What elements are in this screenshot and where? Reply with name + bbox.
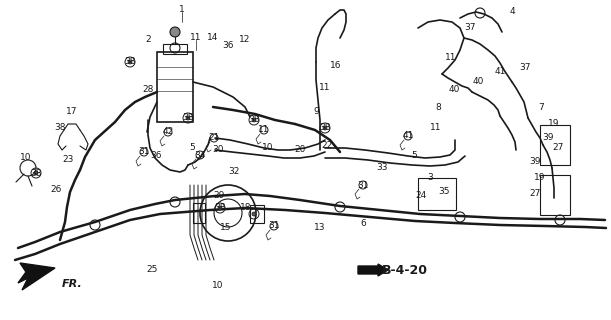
Bar (250, 205, 264, 223)
Text: 2: 2 (145, 36, 151, 44)
Text: 26: 26 (50, 186, 62, 195)
Text: 19: 19 (548, 119, 560, 129)
Circle shape (252, 212, 256, 216)
Text: 11: 11 (258, 125, 269, 134)
Text: 11: 11 (430, 124, 442, 132)
Text: 31: 31 (138, 148, 150, 156)
Text: 36: 36 (222, 42, 234, 51)
Circle shape (252, 118, 256, 122)
Text: 13: 13 (314, 222, 326, 231)
Circle shape (186, 116, 190, 120)
Circle shape (323, 126, 327, 130)
Text: 41: 41 (494, 68, 506, 76)
Text: 35: 35 (438, 188, 450, 196)
Text: 40: 40 (472, 77, 484, 86)
Circle shape (34, 171, 38, 175)
Text: 16: 16 (331, 60, 342, 69)
Text: 20: 20 (295, 146, 306, 155)
Text: 18: 18 (240, 204, 252, 212)
Polygon shape (18, 263, 55, 290)
Text: 30: 30 (212, 146, 224, 155)
Text: 38: 38 (248, 116, 260, 124)
Text: B-4-20: B-4-20 (382, 263, 428, 276)
Text: 29: 29 (213, 191, 225, 201)
Text: 25: 25 (146, 266, 158, 275)
Text: 39: 39 (542, 133, 554, 142)
Text: 38: 38 (124, 58, 136, 67)
Text: 10: 10 (20, 154, 32, 163)
Text: 24: 24 (415, 191, 426, 201)
Text: 23: 23 (62, 156, 74, 164)
Bar (193, 203, 205, 223)
Text: 38: 38 (320, 124, 331, 132)
Text: 42: 42 (163, 127, 174, 137)
Text: 41: 41 (402, 132, 414, 140)
Bar (540, 125, 570, 165)
Text: 10: 10 (262, 143, 274, 153)
Text: 28: 28 (142, 85, 154, 94)
Text: 9: 9 (313, 108, 319, 116)
Text: 10: 10 (212, 281, 224, 290)
Text: 22: 22 (321, 140, 332, 149)
Text: 6: 6 (360, 220, 366, 228)
Text: 21: 21 (208, 133, 220, 142)
Text: 31: 31 (357, 180, 369, 189)
Text: 36: 36 (150, 150, 162, 159)
Text: 33: 33 (376, 164, 388, 172)
Text: 38: 38 (31, 169, 42, 178)
Bar (163, 44, 187, 54)
Text: 39: 39 (529, 157, 541, 166)
Bar (418, 178, 456, 210)
Text: 27: 27 (552, 143, 564, 153)
Text: 1: 1 (179, 5, 185, 14)
Text: 15: 15 (220, 223, 232, 233)
Text: 38: 38 (54, 124, 66, 132)
Text: 32: 32 (229, 167, 240, 177)
Text: FR.: FR. (62, 279, 82, 289)
FancyArrow shape (358, 264, 388, 276)
Text: 40: 40 (448, 85, 459, 94)
Text: 11: 11 (320, 84, 331, 92)
Text: 3: 3 (427, 173, 433, 182)
Text: 19: 19 (534, 173, 546, 182)
Text: 12: 12 (240, 36, 251, 44)
Circle shape (218, 206, 222, 210)
Text: 14: 14 (207, 34, 219, 43)
Text: 17: 17 (66, 108, 78, 116)
Bar (540, 175, 570, 215)
Circle shape (128, 60, 132, 64)
Text: 7: 7 (538, 103, 544, 113)
Text: 37: 37 (519, 63, 531, 73)
Text: 38: 38 (214, 204, 225, 212)
Text: 4: 4 (509, 7, 515, 17)
Text: 37: 37 (464, 23, 476, 33)
Text: 11: 11 (190, 34, 202, 43)
Text: 11: 11 (445, 53, 457, 62)
Bar (157, 52, 193, 122)
Text: 8: 8 (435, 103, 441, 113)
Text: 5: 5 (411, 150, 417, 159)
Text: 38: 38 (182, 114, 194, 123)
Circle shape (170, 27, 180, 37)
Text: 34: 34 (194, 150, 206, 159)
Text: 31: 31 (268, 221, 280, 230)
Text: 27: 27 (529, 189, 541, 198)
Text: 5: 5 (189, 143, 195, 153)
